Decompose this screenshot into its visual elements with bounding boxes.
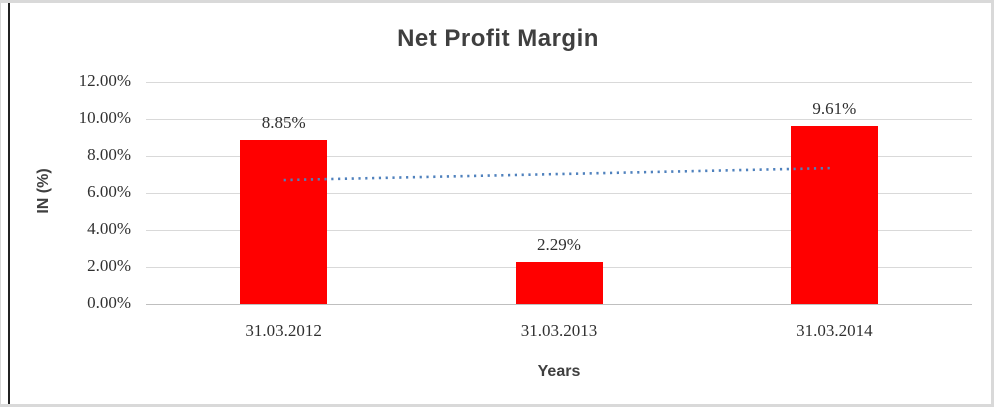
gridline — [146, 193, 972, 194]
y-tick-label: 8.00% — [87, 145, 131, 164]
net-profit-margin-chart: Net Profit Margin IN (%) 12.00% 10.00% 8.0… — [1, 3, 991, 404]
gridline — [146, 156, 972, 157]
y-tick-label: 2.00% — [87, 256, 131, 275]
bar-31.03.2012 — [240, 140, 328, 304]
chart-title: Net Profit Margin — [397, 25, 599, 52]
x-axis-title: Years — [537, 363, 581, 380]
left-cell-border — [8, 3, 10, 404]
data-label: 9.61% — [812, 99, 857, 119]
y-tick-label: 0.00% — [87, 293, 131, 312]
x-tick-label: 31.03.2012 — [245, 321, 322, 340]
bar-31.03.2014 — [790, 126, 878, 304]
y-tick-label: 4.00% — [87, 219, 131, 238]
bar-31.03.2013 — [515, 261, 603, 304]
x-tick-label: 31.03.2013 — [520, 321, 598, 340]
y-tick-label: 6.00% — [87, 182, 131, 201]
gridline — [146, 119, 972, 120]
data-label: 2.29% — [537, 234, 581, 254]
gridline — [146, 82, 972, 83]
y-tick-label: 12.00% — [78, 71, 131, 90]
gridline — [146, 230, 972, 231]
data-label: 8.85% — [261, 113, 306, 133]
x-tick-label: 31.03.2014 — [796, 321, 873, 340]
x-axis-line — [146, 304, 972, 305]
plot-area — [146, 82, 972, 305]
y-tick-label: 10.00% — [78, 108, 131, 127]
